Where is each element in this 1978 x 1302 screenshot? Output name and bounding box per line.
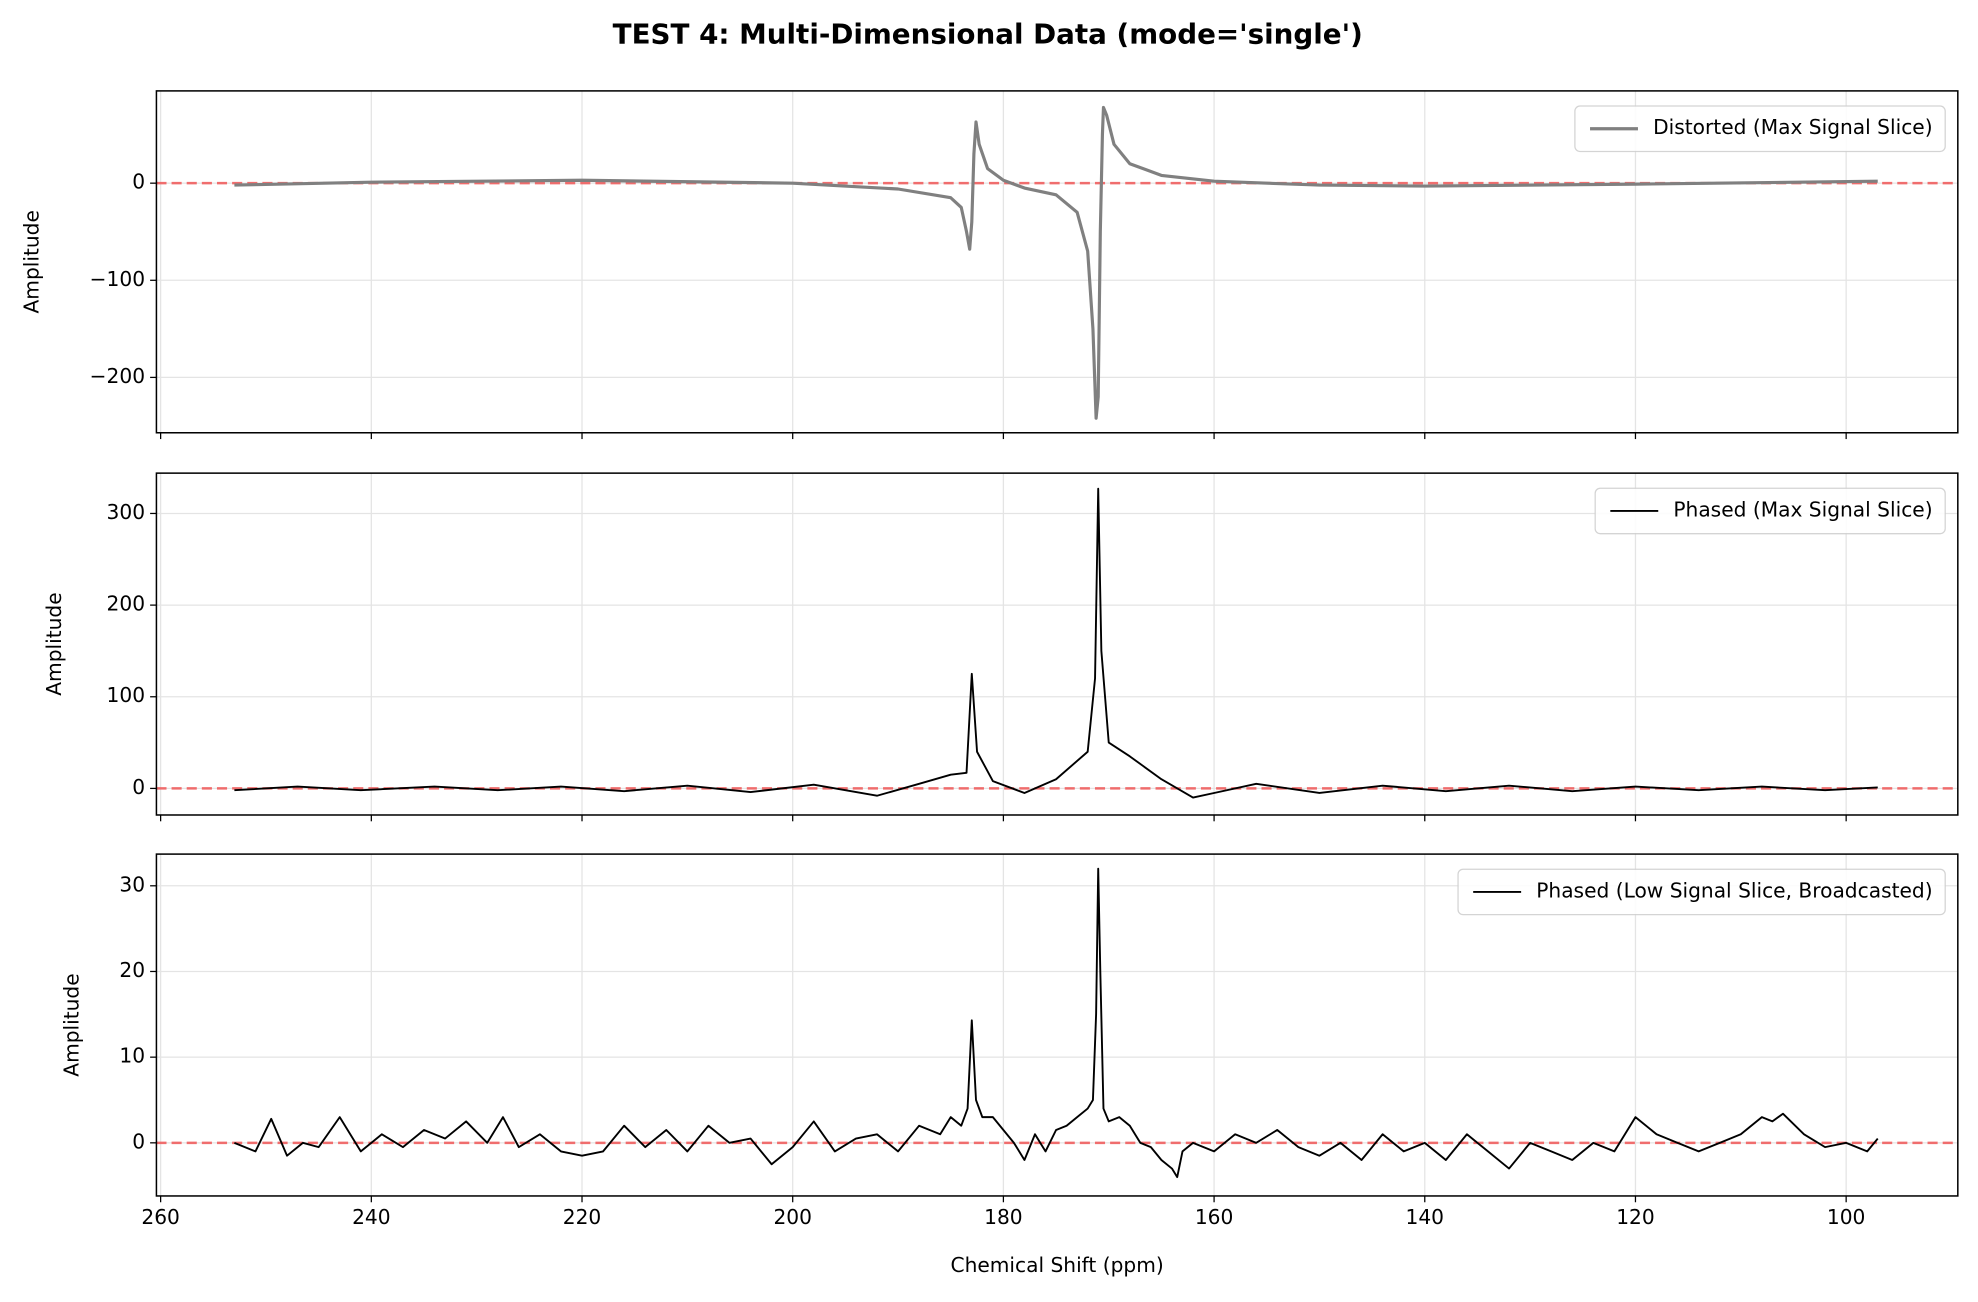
y-tick-label: 20 [119, 958, 145, 982]
y-axis-label: Amplitude [19, 210, 43, 313]
y-tick-label: −100 [90, 267, 145, 291]
legend-box [1574, 105, 1946, 153]
legend-label: Phased (Low Signal Slice, Broadcasted) [1536, 878, 1932, 902]
x-tick-label: 160 [1195, 1205, 1234, 1229]
legend-box [1594, 487, 1946, 535]
legend: Phased (Max Signal Slice) [1594, 487, 1946, 535]
x-tick-label: 200 [773, 1205, 812, 1229]
legend: Phased (Low Signal Slice, Broadcasted) [1457, 868, 1946, 916]
legend: Distorted (Max Signal Slice) [1574, 105, 1946, 153]
y-tick-label: 10 [119, 1044, 145, 1068]
data-line [234, 867, 1879, 1179]
legend-box [1457, 868, 1946, 916]
legend-label: Distorted (Max Signal Slice) [1653, 115, 1932, 139]
y-axis-label: Amplitude [42, 592, 66, 695]
y-tick-label: 200 [107, 592, 146, 616]
x-tick-label: 260 [141, 1205, 180, 1229]
y-tick-label: 100 [107, 683, 146, 707]
axes-frame [155, 853, 1959, 1197]
x-tick-label: 120 [1616, 1205, 1655, 1229]
y-tick-label: 0 [132, 1129, 145, 1153]
x-tick-label: 240 [352, 1205, 391, 1229]
figure-title: TEST 4: Multi-Dimensional Data (mode='si… [613, 17, 1363, 50]
legend-label: Phased (Max Signal Slice) [1673, 497, 1932, 521]
x-tick-label: 180 [984, 1205, 1023, 1229]
axes-frame [155, 90, 1959, 434]
y-tick-label: 300 [107, 500, 146, 524]
data-line [234, 105, 1878, 420]
y-tick-label: 0 [132, 170, 145, 194]
data-line [234, 487, 1878, 799]
axes-frame [155, 472, 1959, 816]
x-tick-label: 100 [1827, 1205, 1866, 1229]
x-axis-label: Chemical Shift (ppm) [950, 1253, 1163, 1277]
y-tick-label: 30 [119, 872, 145, 896]
y-tick-label: 0 [132, 775, 145, 799]
x-tick-label: 140 [1406, 1205, 1445, 1229]
y-axis-label: Amplitude [60, 973, 84, 1076]
x-tick-label: 220 [563, 1205, 602, 1229]
y-tick-label: −200 [90, 364, 145, 388]
